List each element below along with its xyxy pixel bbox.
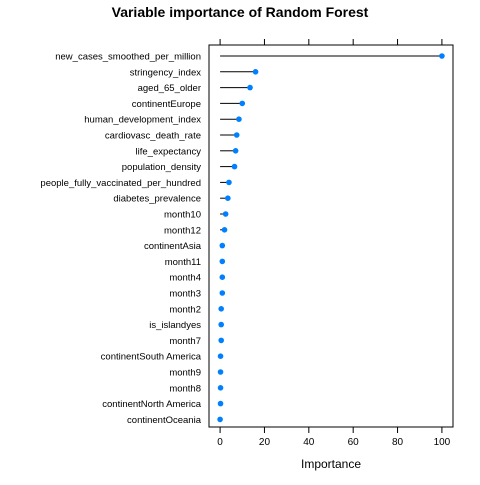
point-continenteurope xyxy=(239,100,246,107)
point-human-development-index xyxy=(236,116,242,122)
x-tick-label-100: 100 xyxy=(434,437,451,448)
point-cardiovasc-death-rate xyxy=(233,132,240,138)
point-diabetes-prevalence xyxy=(225,195,231,201)
point-continentoceania xyxy=(217,416,223,423)
category-label-population-density: population_density xyxy=(122,162,201,173)
point-month7 xyxy=(218,337,224,344)
category-label-month3: month3 xyxy=(169,289,201,300)
chart-title: Variable importance of Random Forest xyxy=(112,4,369,20)
category-label-continentsouth-america: continentSouth America xyxy=(101,352,202,363)
plot-frame xyxy=(208,44,454,428)
category-label-month12: month12 xyxy=(164,225,201,236)
point-continentsouth-america xyxy=(217,353,224,360)
x-tick-label-80: 80 xyxy=(392,437,404,448)
category-label-continentoceania: continentOceania xyxy=(127,415,202,426)
point-stringency-index xyxy=(252,69,259,75)
point-new-cases-smoothed-per-million xyxy=(439,53,445,59)
point-month2 xyxy=(218,306,224,312)
point-continentnorth-america xyxy=(217,400,224,407)
point-month11 xyxy=(219,258,226,265)
point-is-islandyes xyxy=(218,321,224,328)
category-label-continenteurope: continentEurope xyxy=(132,99,201,110)
category-label-month8: month8 xyxy=(169,383,201,394)
point-population-density xyxy=(231,163,238,170)
category-label-month2: month2 xyxy=(169,304,201,315)
point-life-expectancy xyxy=(232,148,239,154)
category-label-month4: month4 xyxy=(169,273,201,284)
point-month4 xyxy=(219,274,226,281)
point-people-fully-vaccinated-per-hundred xyxy=(226,179,232,186)
category-label-continentnorth-america: continentNorth America xyxy=(102,399,201,410)
category-label-life-expectancy: life_expectancy xyxy=(136,146,202,157)
point-month8 xyxy=(217,385,224,391)
x-tick-label-60: 60 xyxy=(348,437,360,448)
x-tick-label-20: 20 xyxy=(259,437,271,448)
point-month12 xyxy=(221,227,228,233)
category-label-people-fully-vaccinated-per-hundred: people_fully_vaccinated_per_hundred xyxy=(40,178,201,189)
category-label-new-cases-smoothed-per-million: new_cases_smoothed_per_million xyxy=(55,52,201,63)
x-axis-title: Importance xyxy=(301,457,361,471)
point-month9 xyxy=(217,369,224,375)
category-label-cardiovasc-death-rate: cardiovasc_death_rate xyxy=(105,131,201,142)
point-continentasia xyxy=(219,242,226,249)
category-label-stringency-index: stringency_index xyxy=(130,67,202,78)
point-month3 xyxy=(219,290,226,296)
category-label-month9: month9 xyxy=(169,368,201,379)
category-label-aged-65-older: aged_65_older xyxy=(138,83,201,94)
point-month10 xyxy=(222,211,229,217)
category-label-continentasia: continentAsia xyxy=(144,241,202,252)
category-label-month10: month10 xyxy=(164,210,201,221)
x-axis-ticks: 0 20 40 60 80 100 xyxy=(217,39,451,448)
category-label-human-development-index: human_development_index xyxy=(84,115,201,126)
category-label-month11: month11 xyxy=(165,257,201,268)
x-tick-label-0: 0 xyxy=(217,437,223,448)
category-labels: new_cases_smoothed_per_million stringency… xyxy=(40,52,201,426)
importance-marks xyxy=(217,53,445,423)
category-label-is-islandyes: is_islandyes xyxy=(149,320,201,331)
category-label-month7: month7 xyxy=(169,336,201,347)
point-aged-65-older xyxy=(247,84,253,91)
x-tick-label-40: 40 xyxy=(303,437,315,448)
category-label-diabetes-prevalence: diabetes_prevalence xyxy=(113,194,201,205)
